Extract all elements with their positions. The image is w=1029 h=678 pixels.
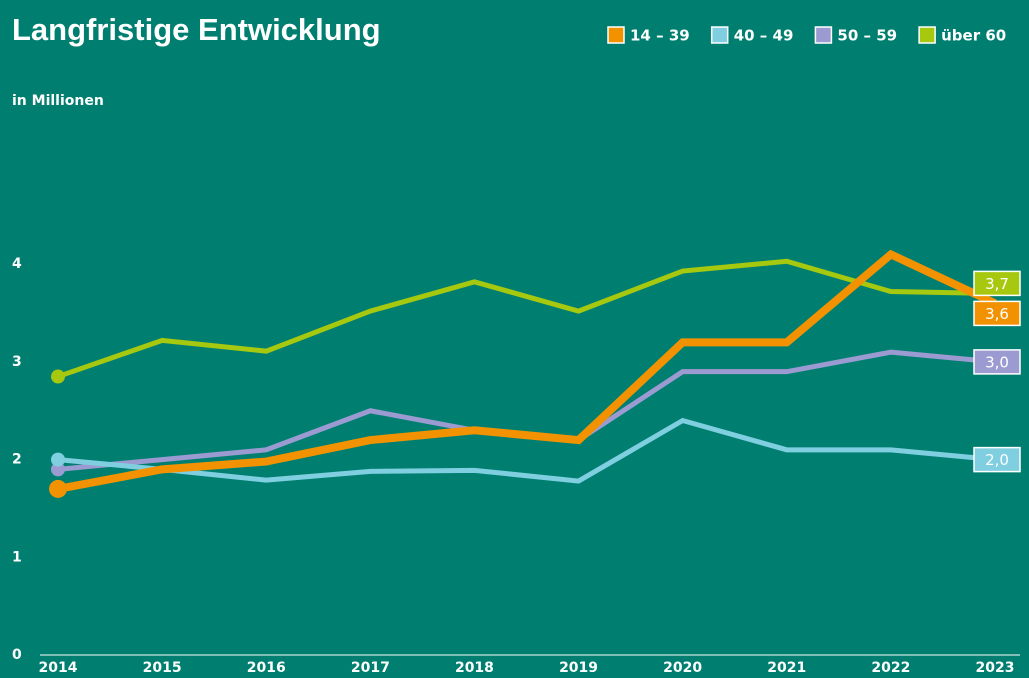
value-label-box (973, 270, 1021, 297)
series-line (57, 258, 996, 379)
value-label-box (973, 349, 1021, 375)
start-dot (51, 462, 65, 477)
x-tick-label: 2017 (351, 660, 390, 676)
legend-swatch (918, 26, 936, 44)
series-line (57, 417, 996, 484)
y-tick-label: 4 (12, 256, 22, 272)
value-label-box (973, 300, 1021, 327)
legend-label: 14 – 39 (630, 27, 690, 45)
y-tick-label: 0 (12, 647, 22, 663)
legend-swatch (607, 26, 625, 44)
y-tick-label: 1 (12, 549, 22, 565)
legend-swatch (710, 26, 729, 44)
x-tick-label: 2014 (39, 660, 78, 676)
x-tick-label: 2018 (455, 660, 494, 676)
y-tick-label: 3 (12, 354, 22, 370)
legend-label: über 60 (941, 27, 1006, 45)
x-tick-label: 2016 (247, 660, 286, 676)
chart-title: Langfristige Entwicklung (12, 12, 381, 47)
legend-label: 40 – 49 (734, 27, 794, 45)
x-tick-label: 2019 (559, 660, 598, 676)
legend-label: 50 – 59 (837, 27, 897, 45)
y-tick-label: 2 (12, 452, 22, 468)
start-dot (51, 369, 65, 384)
x-tick-label: 2020 (663, 660, 702, 676)
value-label: 3,7 (985, 275, 1009, 293)
value-label: 3,6 (985, 305, 1009, 323)
start-dot (49, 479, 67, 498)
series-line (57, 249, 997, 493)
legend-swatch (814, 26, 833, 44)
value-label: 2,0 (985, 451, 1009, 469)
x-tick-label: 2021 (767, 660, 806, 676)
value-label: 3,0 (985, 353, 1009, 371)
x-tick-label: 2022 (871, 660, 910, 676)
x-tick-label: 2023 (976, 660, 1015, 676)
x-tick-label: 2015 (143, 660, 182, 676)
value-label-box (973, 446, 1021, 473)
start-dot (51, 452, 65, 467)
subtitle: in Millionen (12, 93, 104, 109)
